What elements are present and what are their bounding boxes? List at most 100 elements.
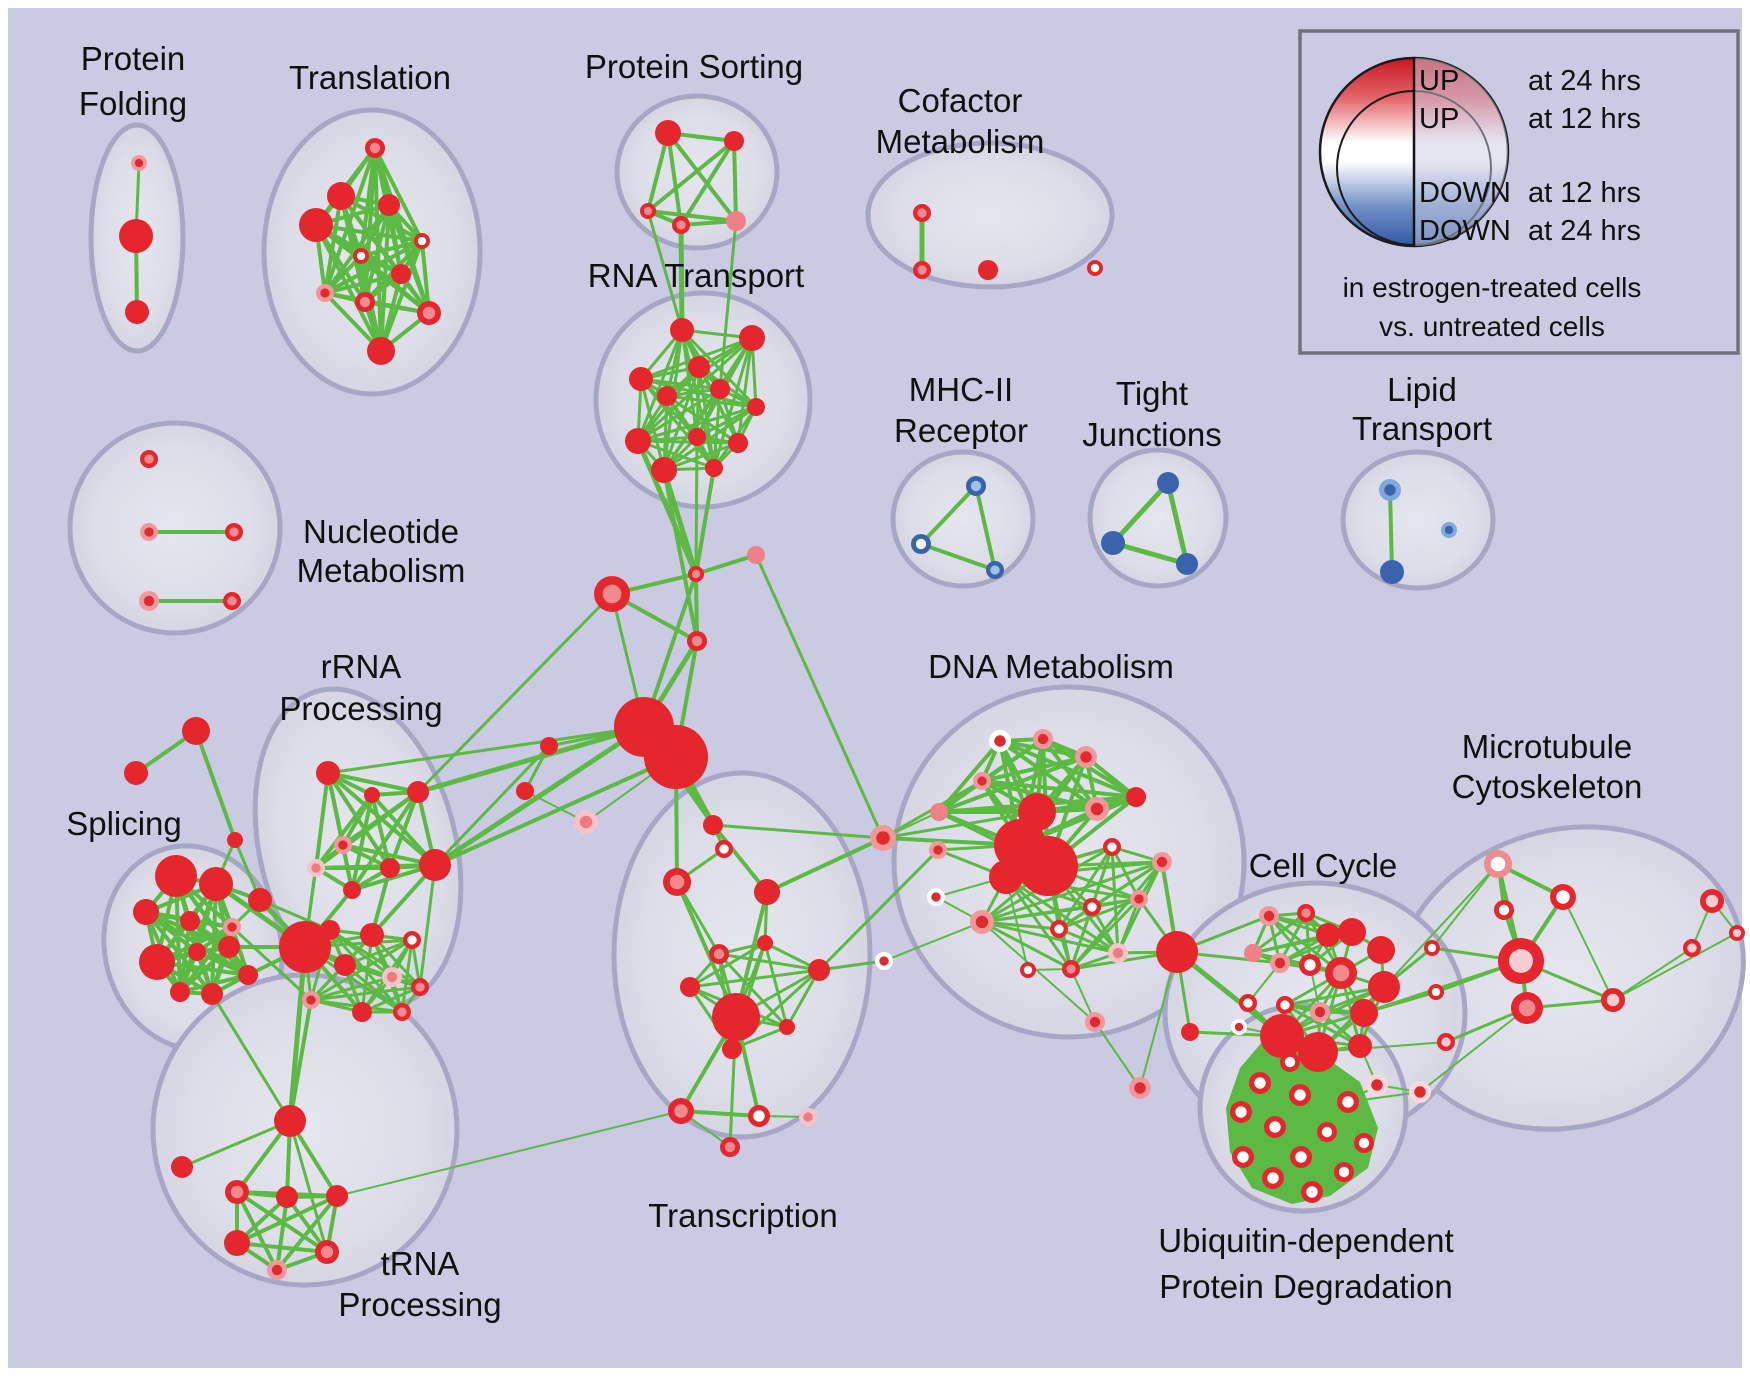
network-node-core-rr11 <box>407 935 417 945</box>
network-edge-rt8-rt10 <box>636 439 740 445</box>
network-edge-dn4-dn5 <box>980 779 1138 799</box>
network-edge-tc7-dn12 <box>817 848 940 972</box>
network-node-sp4 <box>180 911 200 931</box>
network-node-core-rr14 <box>415 982 425 992</box>
network-edge-dn25-dn18 <box>883 921 983 962</box>
network-edge-tn4-tn8 <box>275 1195 289 1272</box>
network-node-tg1 <box>182 717 210 745</box>
network-edge-lp1-lp2 <box>1388 488 1394 574</box>
network-node-hs2 <box>516 782 534 800</box>
network-node-sp11 <box>238 965 258 985</box>
network-node-core-ub7 <box>1358 1137 1370 1149</box>
network-edge-dn16-dn20 <box>1057 897 1141 931</box>
network-edge-mt5-mpp2 <box>1419 1007 1528 1093</box>
cluster-label-mhc-ii-receptor-line1: Receptor <box>894 412 1028 449</box>
network-node-core-tn3 <box>230 1185 244 1199</box>
network-node-core-cc9 <box>1332 964 1350 982</box>
network-edge-tl1-tl5 <box>373 146 424 243</box>
network-edge-tc3-tc9 <box>675 880 738 1019</box>
network-edge-dn3-dn4 <box>980 755 1088 783</box>
cluster-ellipse-cofactor-metabolism <box>865 140 1115 290</box>
network-edge-rt8-b1 <box>635 438 699 577</box>
network-edge-tn5-tn8 <box>275 1194 339 1272</box>
network-node-cf3 <box>978 260 998 280</box>
legend-direction-2: DOWN <box>1419 177 1511 209</box>
network-node-rr6 <box>380 858 400 878</box>
network-node-lp2 <box>1380 560 1404 584</box>
network-node-core-mt2 <box>1556 890 1570 904</box>
network-edge-ps2-ps5 <box>732 139 738 223</box>
network-node-core-dn20 <box>1054 924 1064 934</box>
network-node-tg3 <box>227 832 243 848</box>
network-node-sp1 <box>155 855 197 897</box>
network-node-tj3 <box>1176 553 1198 575</box>
network-edge-rt8-rt12 <box>636 439 716 470</box>
cluster-label-translation-line0: Translation <box>289 59 451 96</box>
network-node-core-rr15 <box>306 995 316 1005</box>
network-node-core-mt8 <box>1705 894 1719 908</box>
network-node-core-dn22 <box>1066 964 1076 974</box>
network-edge-h1-rr1 <box>326 725 646 775</box>
network-node-core-dn12 <box>933 845 943 855</box>
network-node-core-dn13 <box>1107 842 1117 852</box>
network-node-core-mb3 <box>1441 1037 1451 1047</box>
network-edge-tl4-tl5 <box>314 223 424 243</box>
network-node-rr8 <box>419 849 451 881</box>
network-node-core-dn19 <box>1087 902 1097 912</box>
network-edge-tc12-tc13 <box>679 1109 761 1118</box>
network-node-rt5 <box>657 386 677 406</box>
network-node-rhub <box>279 921 331 973</box>
network-node-tn5 <box>326 1185 348 1207</box>
network-edge-rt1-rt8 <box>636 328 684 443</box>
network-edge-dn18-dn20 <box>980 920 1061 931</box>
network-edge-tc7-tc8 <box>688 968 821 989</box>
cluster-label-cofactor-metabolism-line1: Metabolism <box>876 123 1045 160</box>
network-node-core-nm2 <box>144 527 154 537</box>
network-node-core-cc2 <box>1301 908 1311 918</box>
network-edge-mt2-mt6 <box>1562 896 1614 1001</box>
network-node-sp3 <box>133 899 159 925</box>
network-edge-rt9-b1 <box>694 435 699 576</box>
network-edge-rt12-b1 <box>694 466 716 576</box>
cluster-label-rrna-processing-line1: Processing <box>279 690 442 727</box>
network-node-core-tl9 <box>359 296 371 308</box>
cluster-label-transcription-line0: Transcription <box>648 1197 838 1234</box>
network-node-core-cc17 <box>1234 1022 1244 1032</box>
network-edge-dn1-dn7 <box>998 739 1099 811</box>
cluster-label-splicing-line0: Splicing <box>66 805 182 842</box>
network-edge-sp5-rr15 <box>230 925 313 1002</box>
network-node-core-cf1 <box>917 208 927 218</box>
cluster-label-lipid-transport-line0: Lipid <box>1387 371 1457 408</box>
network-edge-mh2-mh3 <box>919 542 997 572</box>
network-node-core-ub3 <box>1342 1096 1354 1108</box>
network-edge-rr1-rr3 <box>326 771 420 794</box>
network-node-core-tl1 <box>369 142 381 154</box>
network-edge-tn1-tn7 <box>288 1119 329 1254</box>
network-node-rr10 <box>360 923 384 947</box>
network-node-cc5 <box>1367 936 1395 964</box>
network-node-rr2 <box>364 787 380 803</box>
network-node-cc14 <box>1350 999 1378 1027</box>
network-node-dn24 <box>1156 931 1198 973</box>
network-edge-rt2-rt8 <box>636 336 754 443</box>
network-node-core-mh1 <box>970 480 982 492</box>
network-edge-rr8-rr14 <box>418 863 437 989</box>
network-edge-tn3-tn8 <box>235 1190 279 1272</box>
network-node-core-mh2 <box>915 538 927 550</box>
network-edge-ps2-ps3 <box>646 139 736 213</box>
network-node-core-tn7 <box>320 1245 334 1259</box>
network-edge-h1-rr3 <box>415 724 647 795</box>
network-node-tn1 <box>274 1105 306 1137</box>
cluster-label-ubiquitin-degradation-line1: Protein Degradation <box>1159 1268 1453 1305</box>
cluster-label-protein-folding-line0: Protein <box>81 40 186 77</box>
network-node-rt4 <box>629 367 653 391</box>
legend-time-3: at 24 hrs <box>1528 215 1641 247</box>
network-node-core-mt3 <box>1498 904 1510 916</box>
network-node-core-mt5 <box>1518 999 1536 1017</box>
network-node-rrb <box>248 888 272 912</box>
network-node-core-tc14 <box>803 1112 813 1122</box>
network-node-tn4 <box>276 1186 298 1208</box>
cluster-label-microtubule-cytoskeleton-line0: Microtubule <box>1462 728 1633 765</box>
network-edge-dn18-dn19 <box>980 905 1094 924</box>
